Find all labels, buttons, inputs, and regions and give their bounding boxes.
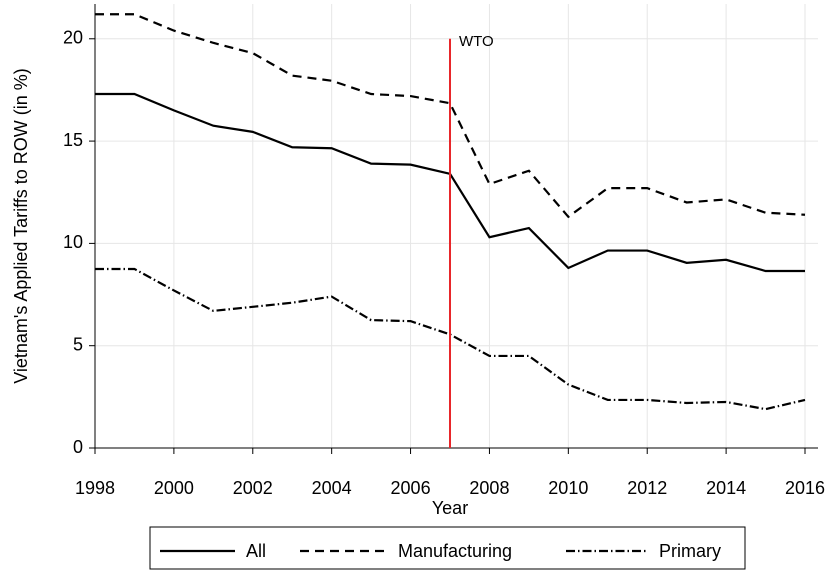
y-tick-label: 20 bbox=[63, 28, 83, 48]
legend-label: Manufacturing bbox=[398, 541, 512, 561]
legend-label: Primary bbox=[659, 541, 721, 561]
x-tick-label: 2016 bbox=[785, 478, 825, 498]
y-tick-label: 15 bbox=[63, 130, 83, 150]
y-tick-label: 10 bbox=[63, 232, 83, 252]
x-axis-label: Year bbox=[432, 498, 468, 518]
y-tick-label: 0 bbox=[73, 437, 83, 457]
x-tick-label: 2012 bbox=[627, 478, 667, 498]
y-tick-label: 5 bbox=[73, 334, 83, 354]
x-tick-label: 1998 bbox=[75, 478, 115, 498]
x-tick-label: 2014 bbox=[706, 478, 746, 498]
x-tick-label: 2002 bbox=[233, 478, 273, 498]
wto-label: WTO bbox=[459, 33, 494, 50]
x-tick-label: 2010 bbox=[548, 478, 588, 498]
x-tick-label: 2000 bbox=[154, 478, 194, 498]
x-tick-label: 2008 bbox=[469, 478, 509, 498]
x-tick-label: 2006 bbox=[391, 478, 431, 498]
x-tick-label: 2004 bbox=[312, 478, 352, 498]
y-axis-label: Vietnam's Applied Tariffs to ROW (in %) bbox=[11, 68, 31, 384]
legend-box bbox=[149, 526, 746, 570]
legend-label: All bbox=[246, 541, 266, 561]
series-line bbox=[95, 13, 806, 219]
